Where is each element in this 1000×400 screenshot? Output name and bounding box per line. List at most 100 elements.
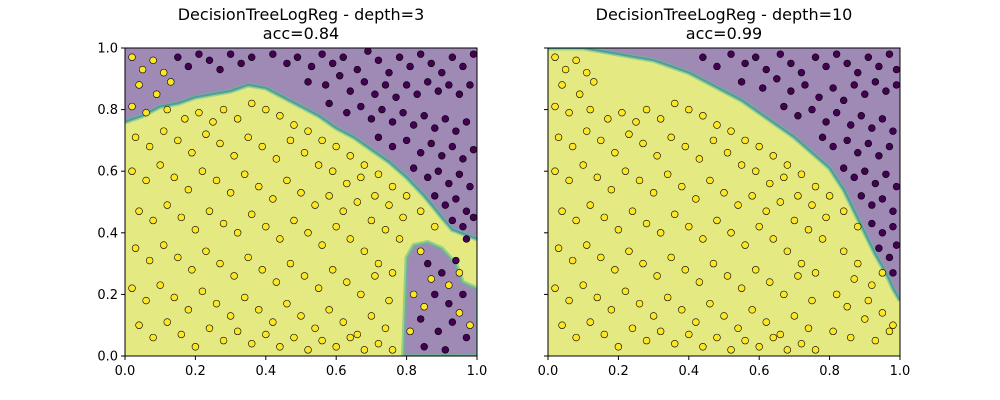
boundary-line (548, 48, 900, 302)
point-class-0 (653, 152, 661, 160)
point-class-1 (325, 99, 333, 108)
point-class-1 (381, 81, 390, 89)
point-class-0 (783, 247, 792, 255)
point-class-0 (297, 189, 305, 197)
point-class-0 (656, 115, 665, 123)
point-class-1 (364, 48, 372, 55)
point-class-0 (395, 235, 404, 243)
point-class-0 (360, 247, 369, 255)
point-class-0 (388, 182, 397, 191)
point-class-1 (892, 65, 900, 74)
point-class-0 (272, 155, 281, 163)
point-class-0 (671, 99, 679, 108)
point-class-1 (889, 222, 897, 231)
point-class-0 (300, 272, 309, 280)
x-tick-label: 0.4 (678, 364, 699, 379)
point-class-0 (135, 207, 143, 215)
point-class-0 (621, 167, 630, 175)
point-class-0 (593, 293, 601, 302)
plot-area (125, 48, 477, 356)
point-class-1 (293, 53, 302, 61)
point-class-0 (695, 155, 704, 163)
point-class-1 (416, 315, 425, 323)
point-class-0 (290, 216, 298, 225)
point-class-0 (572, 56, 580, 65)
point-class-0 (551, 284, 559, 292)
point-class-0 (642, 336, 651, 345)
point-class-0 (737, 161, 746, 169)
y-tick-label: 0.2 (97, 288, 118, 303)
point-class-0 (184, 185, 193, 194)
point-class-1 (762, 65, 770, 74)
point-class-1 (455, 90, 464, 98)
point-class-1 (339, 53, 347, 61)
point-class-0 (360, 346, 369, 354)
point-class-0 (276, 112, 284, 120)
point-class-0 (163, 105, 171, 114)
point-class-1 (829, 142, 837, 151)
point-class-1 (174, 53, 182, 61)
x-tick-label: 0.6 (749, 364, 770, 379)
point-class-0 (808, 296, 816, 305)
point-class-0 (554, 133, 563, 142)
point-class-0 (709, 136, 718, 145)
point-class-0 (385, 296, 393, 305)
point-class-0 (128, 102, 136, 111)
point-class-0 (156, 281, 164, 289)
point-class-0 (262, 222, 270, 231)
axes-frame (124, 47, 478, 357)
point-class-0 (723, 149, 732, 157)
point-class-0 (847, 333, 855, 342)
point-class-1 (420, 112, 428, 120)
point-class-0 (142, 108, 150, 117)
point-class-1 (248, 53, 256, 61)
point-class-0 (748, 192, 756, 200)
point-class-1 (269, 50, 277, 58)
point-class-0 (551, 53, 559, 61)
point-class-0 (258, 142, 266, 151)
point-class-0 (635, 176, 644, 185)
point-class-0 (871, 336, 880, 345)
x-tick-label: 0.4 (255, 364, 276, 379)
point-class-1 (409, 164, 418, 172)
point-class-0 (734, 324, 742, 332)
point-class-0 (671, 210, 679, 219)
point-class-1 (787, 59, 795, 68)
point-class-1 (871, 179, 880, 188)
x-tick-label: 1.0 (467, 364, 488, 379)
point-class-0 (135, 321, 143, 329)
point-class-0 (367, 216, 376, 225)
point-class-1 (832, 50, 841, 58)
point-class-0 (248, 339, 256, 348)
point-class-1 (424, 173, 432, 182)
point-class-0 (328, 167, 337, 175)
point-class-0 (181, 115, 189, 123)
point-class-0 (766, 278, 774, 286)
point-class-0 (332, 343, 340, 351)
point-class-0 (878, 269, 887, 277)
point-class-0 (304, 346, 312, 354)
point-class-0 (240, 293, 249, 302)
point-class-0 (367, 312, 376, 320)
point-class-1 (416, 50, 425, 58)
point-class-0 (388, 269, 397, 277)
point-class-0 (864, 296, 873, 305)
point-class-1 (427, 139, 435, 148)
point-class-1 (445, 179, 453, 188)
point-class-0 (692, 195, 700, 203)
point-class-1 (431, 124, 439, 132)
point-class-0 (776, 198, 785, 206)
point-class-1 (427, 59, 435, 68)
point-class-0 (741, 241, 749, 249)
point-class-0 (353, 330, 362, 339)
point-class-0 (230, 152, 238, 160)
point-class-0 (219, 105, 228, 114)
point-class-0 (590, 78, 598, 86)
point-class-1 (402, 81, 411, 89)
point-class-1 (388, 118, 397, 126)
point-class-1 (878, 229, 887, 237)
y-tick-label: 1.0 (97, 42, 118, 57)
point-class-1 (466, 81, 474, 89)
point-class-0 (854, 222, 862, 231)
point-class-1 (462, 333, 471, 342)
